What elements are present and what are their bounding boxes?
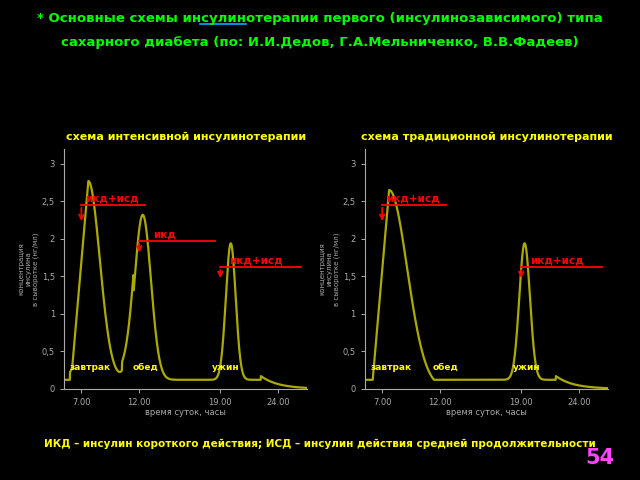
Text: 54: 54 bbox=[585, 448, 614, 468]
Text: обед: обед bbox=[132, 363, 158, 372]
Text: завтрак: завтрак bbox=[70, 363, 111, 372]
X-axis label: время суток, часы: время суток, часы bbox=[145, 408, 226, 417]
Text: обед: обед bbox=[433, 363, 459, 372]
Text: икд: икд bbox=[153, 229, 176, 240]
Text: икд+исд: икд+исд bbox=[531, 255, 584, 265]
Text: ИКД – инсулин короткого действия; ИСД – инсулин действия средней продолжительнос: ИКД – инсулин короткого действия; ИСД – … bbox=[44, 439, 596, 449]
Y-axis label: концентрация
инсулина
в сыворотке (нг/мл): концентрация инсулина в сыворотке (нг/мл… bbox=[319, 232, 340, 306]
Text: завтрак: завтрак bbox=[371, 363, 412, 372]
Y-axis label: концентрация
инсулина
в сыворотке (нг/мл): концентрация инсулина в сыворотке (нг/мл… bbox=[19, 232, 39, 306]
Title: схема традиционной инсулинотерапии: схема традиционной инсулинотерапии bbox=[360, 132, 612, 143]
X-axis label: время суток, часы: время суток, часы bbox=[446, 408, 527, 417]
Title: схема интенсивной инсулинотерапии: схема интенсивной инсулинотерапии bbox=[65, 132, 306, 143]
Text: икд+исд: икд+исд bbox=[230, 255, 284, 265]
Text: икд+исд: икд+исд bbox=[386, 193, 439, 204]
Text: ужин: ужин bbox=[513, 363, 541, 372]
Text: ужин: ужин bbox=[212, 363, 240, 372]
Text: сахарного диабета (по: И.И.Дедов, Г.А.Мельниченко, В.В.Фадеев): сахарного диабета (по: И.И.Дедов, Г.А.Ме… bbox=[61, 36, 579, 49]
Text: икд+исд: икд+исд bbox=[85, 193, 138, 204]
Text: * Основные схемы инсулинотерапии первого (инсулинозависимого) типа: * Основные схемы инсулинотерапии первого… bbox=[37, 12, 603, 25]
